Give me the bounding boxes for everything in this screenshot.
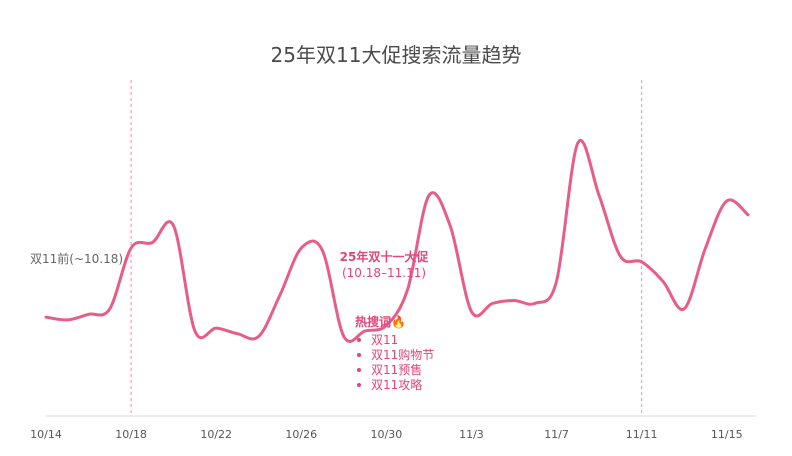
series-line bbox=[44, 138, 750, 343]
x-axis-ticks: 10/14 10/18 10/22 10/26 10/30 11/3 11/7 11/11 11… bbox=[30, 428, 742, 441]
hot-word-item: 双11预售 bbox=[371, 362, 422, 377]
x-tick-label: 11/15 bbox=[711, 428, 743, 441]
promo-period-range: (10.18–11.11) bbox=[342, 266, 426, 280]
x-tick-label: 11/11 bbox=[626, 428, 658, 441]
x-tick-label: 11/7 bbox=[544, 428, 569, 441]
chart-title: 25年双11大促搜索流量趋势 bbox=[271, 43, 522, 67]
hot-words-title: 热搜词🔥 bbox=[355, 314, 406, 329]
hot-word-item: 双11购物节 bbox=[371, 347, 434, 362]
bullet-icon bbox=[357, 383, 361, 387]
hot-word-item: 双11 bbox=[371, 333, 398, 347]
x-tick-label: 10/18 bbox=[115, 428, 147, 441]
bullet-icon bbox=[357, 338, 361, 342]
x-tick-label: 10/30 bbox=[371, 428, 403, 441]
x-tick-label: 10/22 bbox=[200, 428, 232, 441]
x-tick-label: 11/3 bbox=[459, 428, 484, 441]
hot-word-item: 双11攻略 bbox=[371, 377, 422, 392]
x-tick-label: 10/14 bbox=[30, 428, 62, 441]
bullet-icon bbox=[357, 353, 361, 357]
bullet-icon bbox=[357, 368, 361, 372]
pre-event-annotation: 双11前(~10.18) bbox=[30, 251, 123, 266]
promo-period-title: 25年双十一大促 bbox=[340, 249, 430, 264]
x-tick-label: 10/26 bbox=[285, 428, 317, 441]
